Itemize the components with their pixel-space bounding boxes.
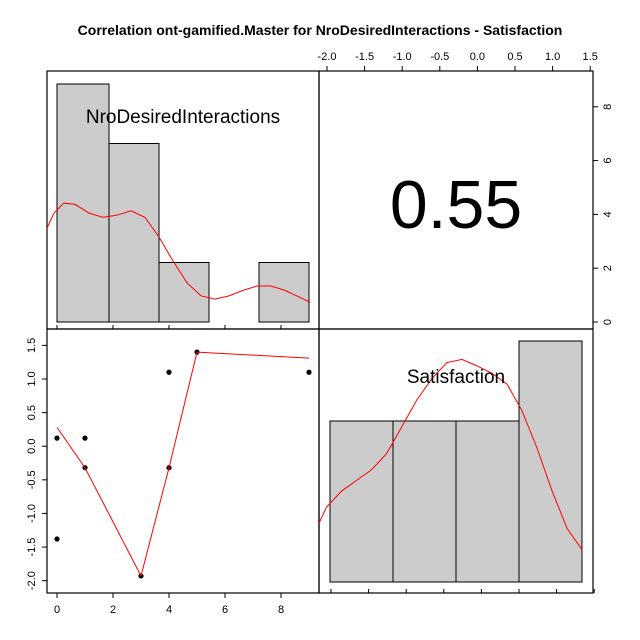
- right-tick-label: 8: [602, 104, 614, 110]
- density-curve: [46, 202, 311, 303]
- smooth-line: [56, 351, 310, 578]
- scatter-point: [82, 435, 88, 441]
- panel-bottom-right: [318, 328, 594, 594]
- x-tick-label: 8: [278, 604, 284, 616]
- panel-bottom-left: [46, 328, 320, 594]
- x-tick-label: 0: [54, 604, 60, 616]
- right-tick-label: 2: [602, 265, 614, 271]
- hist-bar: [455, 420, 520, 583]
- variable-label-satisfaction: Satisfaction: [407, 367, 505, 388]
- y-tick-label: 1.5: [26, 338, 38, 353]
- density-curve: [318, 358, 583, 551]
- y-tick-label: -1.5: [26, 538, 38, 557]
- top-tick-label: 0.5: [507, 51, 522, 63]
- y-tick-label: -2.0: [26, 571, 38, 590]
- scatter-point: [306, 369, 312, 375]
- top-tick-label: -2.0: [318, 51, 337, 63]
- right-tick-label: 6: [602, 158, 614, 164]
- top-tick-label: 0.0: [470, 51, 485, 63]
- right-tick-label: 4: [602, 211, 614, 217]
- x-tick-label: 6: [222, 604, 228, 616]
- variable-label-nrodesiredinteractions: NroDesiredInteractions: [86, 107, 280, 128]
- scatter-point: [54, 536, 60, 542]
- top-tick-label: -1.5: [355, 51, 374, 63]
- scatter-point: [54, 435, 60, 441]
- scatter-point: [166, 369, 172, 375]
- chart-title: Correlation ont-gamified.Master for NroD…: [78, 22, 563, 38]
- y-tick-label: 1.0: [26, 371, 38, 386]
- x-tick-label: 2: [110, 604, 116, 616]
- top-tick-label: -0.5: [430, 51, 449, 63]
- y-tick-label: -0.5: [26, 470, 38, 489]
- hist-bar: [158, 262, 210, 323]
- hist-bar: [392, 420, 457, 583]
- top-tick-label: -1.0: [393, 51, 412, 63]
- hist-bar: [258, 262, 310, 323]
- y-tick-label: -1.0: [26, 504, 38, 523]
- y-tick-label: 0.5: [26, 405, 38, 420]
- y-tick-label: 0.0: [26, 439, 38, 454]
- hist-bar: [518, 340, 583, 583]
- right-tick-label: 0: [602, 319, 614, 325]
- x-tick-label: 4: [166, 604, 172, 616]
- hist-bar: [329, 420, 394, 583]
- correlation-value: 0.55: [390, 167, 522, 243]
- top-tick-label: 1.5: [583, 51, 598, 63]
- hist-bar: [108, 143, 160, 323]
- top-tick-label: 1.0: [545, 51, 560, 63]
